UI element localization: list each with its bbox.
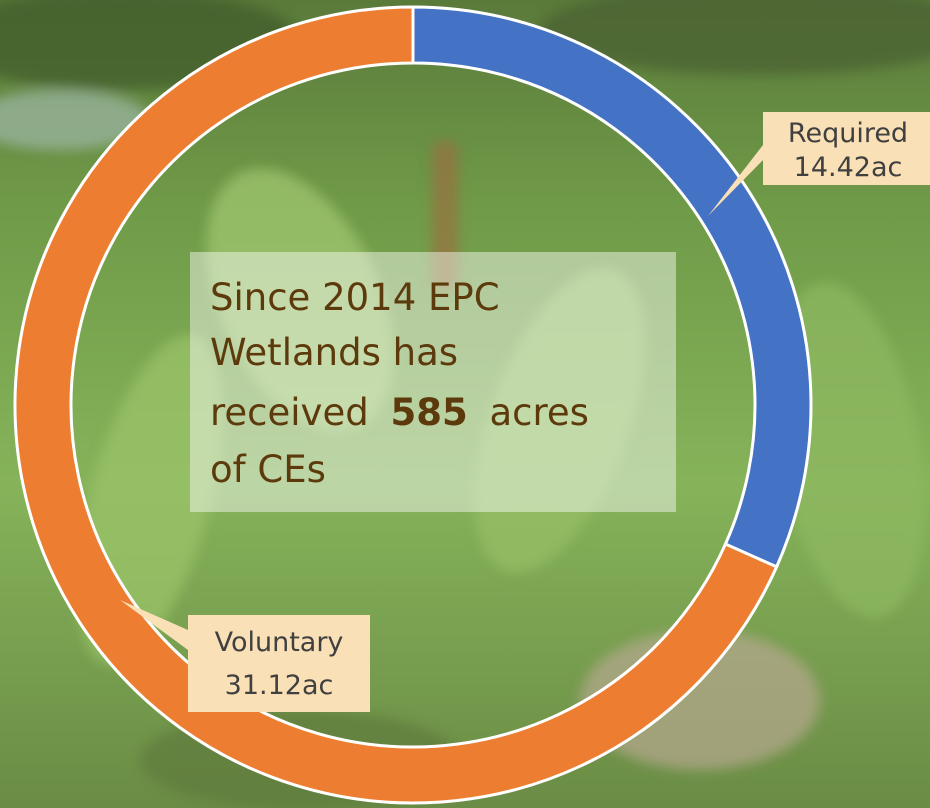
donut [13, 5, 813, 805]
callout [708, 112, 930, 216]
data-label: 14.42ac [794, 152, 903, 183]
annotation-box [190, 252, 676, 512]
annotation-line: received [210, 391, 369, 434]
annotation-line: Since 2014 EPC [210, 276, 500, 319]
callout [120, 600, 370, 712]
annotation: Since 2014 EPC Wetlands has received 585… [210, 276, 601, 491]
legend-label: Required [788, 118, 908, 149]
donut-segment [13, 5, 779, 805]
annotation-line: acres [489, 391, 588, 434]
annotation-line: of CEs [210, 448, 326, 491]
annotation-number: 585 [390, 391, 467, 434]
legend-label: Voluntary [215, 627, 344, 658]
annotation-line: Wetlands has [210, 331, 458, 374]
data-label: 31.12ac [225, 670, 334, 701]
